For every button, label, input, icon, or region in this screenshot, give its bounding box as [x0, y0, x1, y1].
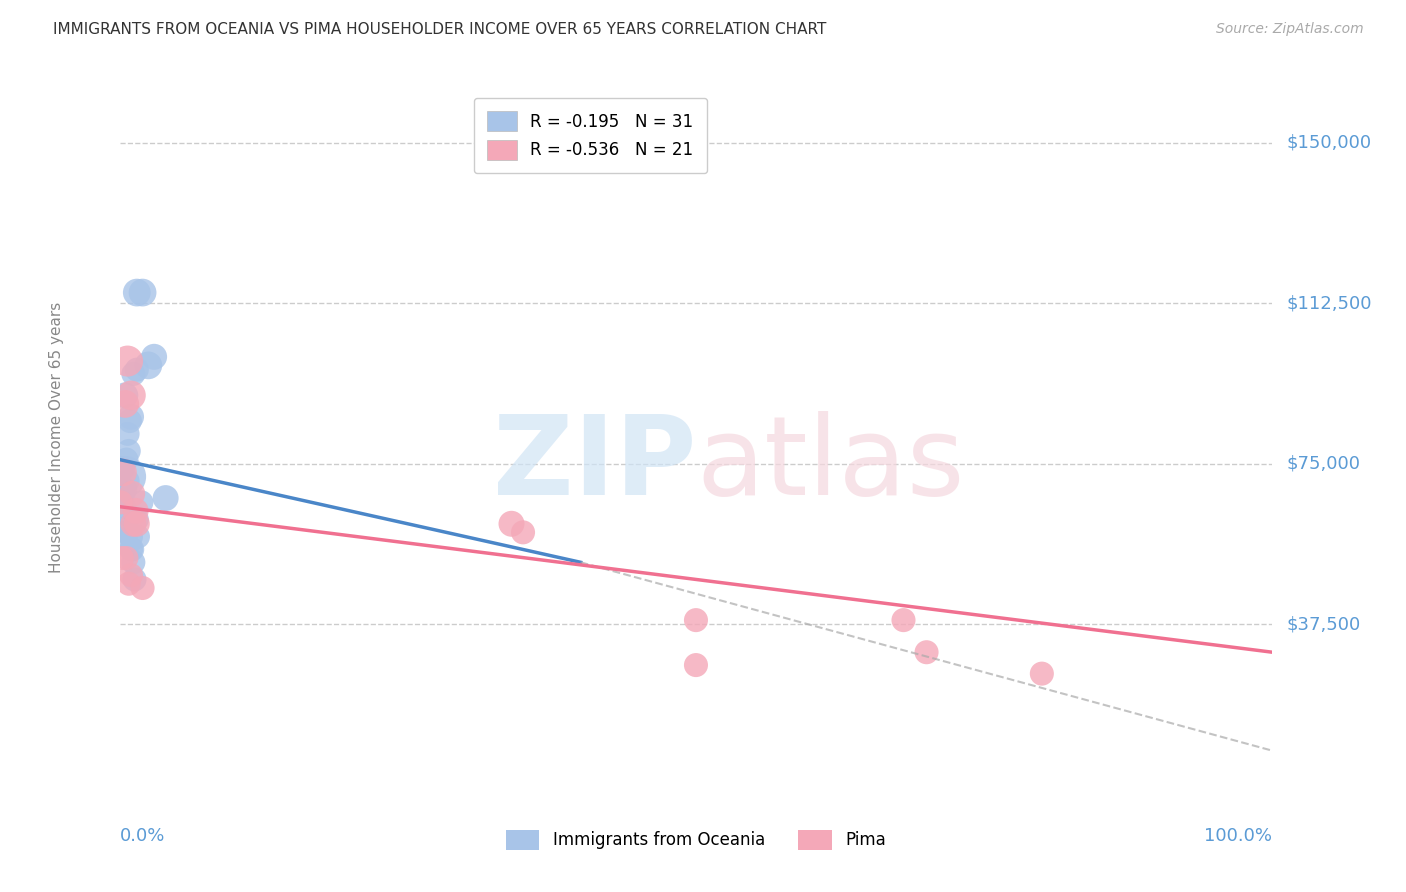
Point — [114, 483, 136, 497]
Point — [117, 354, 139, 368]
Point — [115, 551, 138, 566]
Point — [125, 362, 148, 376]
Text: Householder Income Over 65 years: Householder Income Over 65 years — [49, 301, 63, 573]
Point — [111, 466, 134, 480]
Point — [120, 542, 142, 557]
Point — [120, 568, 142, 582]
Point — [112, 500, 135, 514]
Point — [143, 350, 166, 364]
Text: $37,500: $37,500 — [1286, 615, 1361, 633]
Text: $150,000: $150,000 — [1286, 134, 1371, 152]
Point — [114, 397, 136, 411]
Point — [111, 487, 134, 501]
Point — [138, 359, 160, 373]
Point — [118, 576, 141, 591]
Point — [117, 426, 139, 441]
Point — [685, 658, 707, 673]
Point — [685, 613, 707, 627]
Point — [115, 521, 138, 535]
Point — [118, 414, 141, 428]
Text: $112,500: $112,500 — [1286, 294, 1372, 312]
Text: Source: ZipAtlas.com: Source: ZipAtlas.com — [1216, 22, 1364, 37]
Point — [131, 285, 153, 300]
Text: 0.0%: 0.0% — [120, 827, 165, 845]
Text: atlas: atlas — [696, 411, 965, 518]
Point — [125, 512, 148, 526]
Point — [131, 495, 153, 509]
Point — [114, 469, 136, 483]
Legend: Immigrants from Oceania, Pima: Immigrants from Oceania, Pima — [499, 823, 893, 856]
Point — [120, 388, 142, 402]
Point — [1031, 666, 1053, 681]
Text: IMMIGRANTS FROM OCEANIA VS PIMA HOUSEHOLDER INCOME OVER 65 YEARS CORRELATION CHA: IMMIGRANTS FROM OCEANIA VS PIMA HOUSEHOL… — [53, 22, 827, 37]
Point — [115, 452, 138, 467]
Point — [121, 487, 143, 501]
Point — [118, 444, 141, 458]
Point — [121, 542, 143, 557]
Point — [127, 530, 149, 544]
Text: ZIP: ZIP — [492, 411, 696, 518]
Point — [115, 525, 138, 540]
Point — [114, 388, 136, 402]
Point — [122, 516, 145, 531]
Point — [512, 525, 534, 540]
Point — [117, 474, 139, 488]
Point — [110, 495, 132, 509]
Point — [120, 409, 142, 424]
Point — [893, 613, 915, 627]
Point — [124, 573, 146, 587]
Point — [131, 581, 153, 595]
Text: 100.0%: 100.0% — [1205, 827, 1272, 845]
Point — [125, 285, 148, 300]
Point — [118, 508, 141, 523]
Point — [124, 504, 146, 518]
Point — [111, 551, 134, 566]
Point — [125, 516, 148, 531]
Point — [122, 367, 145, 381]
Point — [501, 516, 523, 531]
Text: $75,000: $75,000 — [1286, 455, 1360, 473]
Point — [122, 555, 145, 569]
Point — [117, 538, 139, 552]
Point — [120, 530, 142, 544]
Point — [915, 645, 938, 659]
Point — [111, 461, 134, 475]
Point — [155, 491, 177, 505]
